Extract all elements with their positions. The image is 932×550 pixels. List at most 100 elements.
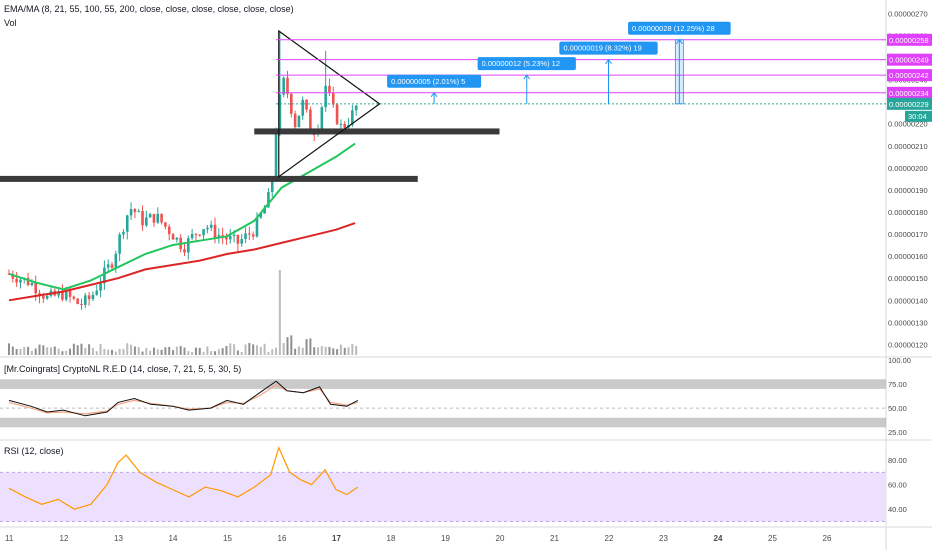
candle-body: [42, 295, 45, 299]
candle-body: [324, 85, 327, 108]
measure-arrowhead: [675, 38, 683, 45]
candle-body: [274, 133, 278, 180]
volume-bar: [103, 348, 106, 355]
volume-bar: [210, 351, 213, 355]
volume-bar: [111, 349, 114, 355]
volume-bar: [95, 351, 98, 355]
main-indicator-legend[interactable]: EMA/MA (8, 21, 55, 100, 55, 200, close, …: [4, 4, 294, 14]
candle-body: [84, 295, 87, 305]
candle-body: [278, 94, 282, 134]
volume-bar: [130, 344, 133, 355]
red-indicator-legend[interactable]: [Mr.Coingrats] CryptoNL R.E.D (14, close…: [4, 364, 242, 374]
time-axis-tick: 15: [223, 534, 232, 543]
candle-body: [202, 229, 205, 236]
volume-bar: [145, 347, 148, 355]
volume-bar: [175, 346, 178, 355]
time-axis-tick: 18: [387, 534, 396, 543]
volume-bar: [187, 351, 190, 355]
indicator-axis-tick: 75.00: [888, 380, 907, 389]
time-axis-tick: 23: [659, 534, 668, 543]
volume-bar: [355, 345, 358, 355]
candle-body: [290, 93, 293, 114]
volume-bar: [69, 348, 72, 355]
rsi-band: [0, 472, 886, 522]
candle-body: [171, 234, 175, 240]
price-axis-tick: 0.00000140: [888, 296, 928, 305]
time-axis-tick: 16: [278, 534, 287, 543]
support-level: [0, 175, 418, 182]
volume-bar: [286, 337, 289, 355]
volume-bar: [332, 348, 335, 355]
candle-body: [248, 233, 251, 235]
volume-bar: [168, 346, 171, 355]
ma-red-line: [8, 222, 356, 302]
candle-body: [187, 238, 190, 253]
price-axis-tick: 0.00000130: [888, 318, 928, 327]
candle-body: [293, 113, 297, 128]
price-axis-tick: 0.00000150: [888, 274, 928, 283]
candle-body: [282, 77, 285, 95]
volume-bars: [8, 270, 358, 355]
candle-body: [64, 290, 68, 300]
volume-bar: [259, 346, 262, 355]
volume-bar: [172, 350, 175, 355]
price-axis-tick: 0.00000120: [888, 340, 928, 349]
volume-bar: [137, 347, 140, 355]
candle-body: [267, 192, 270, 208]
time-axis-tick: 13: [114, 534, 123, 543]
rsi-line: [8, 445, 359, 510]
rsi-legend[interactable]: RSI (12, close): [4, 446, 64, 456]
target-label-bg: [887, 86, 932, 99]
volume-bar: [236, 350, 239, 355]
volume-bar: [57, 348, 60, 355]
candle-body: [339, 123, 343, 125]
volume-bar: [34, 348, 37, 355]
volume-bar: [267, 351, 270, 355]
volume-bar: [126, 343, 129, 355]
candle-body: [152, 213, 156, 223]
candle-body: [328, 85, 331, 93]
volume-bar: [84, 347, 87, 355]
volume-bar: [99, 344, 102, 355]
candle-body: [240, 239, 244, 244]
volume-bar: [38, 344, 41, 355]
candle-body: [297, 115, 301, 128]
candle-body: [343, 123, 347, 128]
volume-bar: [233, 344, 236, 355]
volume-bar: [27, 346, 30, 355]
time-axis-tick: 17: [332, 534, 341, 543]
volume-bar: [309, 338, 312, 355]
candle-body: [129, 209, 133, 216]
candle-body: [61, 291, 64, 300]
volume-bar: [255, 345, 258, 355]
volume-legend[interactable]: Vol: [4, 18, 17, 28]
measure-label: 0.00000019 (8.32%) 19: [563, 44, 641, 53]
candle-body: [312, 133, 316, 135]
time-axis-tick: 20: [496, 534, 505, 543]
volume-bar: [336, 349, 339, 355]
support-level: [254, 128, 500, 135]
price-axis-tick: 0.00000160: [888, 252, 928, 261]
indicator-axis-tick: 50.00: [888, 404, 907, 413]
volume-bar: [133, 346, 136, 355]
volume-bar: [252, 344, 255, 355]
candle-body: [301, 99, 305, 116]
candle-body: [34, 282, 38, 294]
indicator-signal-line: [8, 384, 358, 415]
candle-body: [141, 210, 144, 226]
candle-body: [331, 92, 335, 105]
candle-body: [190, 233, 194, 239]
volume-bar: [217, 349, 220, 355]
candle-body: [72, 296, 76, 299]
candle-body: [95, 290, 99, 295]
volume-bar: [30, 350, 33, 355]
candle-body: [26, 277, 30, 286]
volume-bar: [240, 351, 243, 355]
candle-body: [118, 234, 121, 254]
symmetrical-triangle: [278, 29, 381, 178]
price-axis-tick: 0.00000170: [888, 230, 928, 239]
volume-bar: [49, 347, 52, 355]
measure-label-bg: [628, 21, 731, 35]
candle-body: [286, 77, 289, 94]
